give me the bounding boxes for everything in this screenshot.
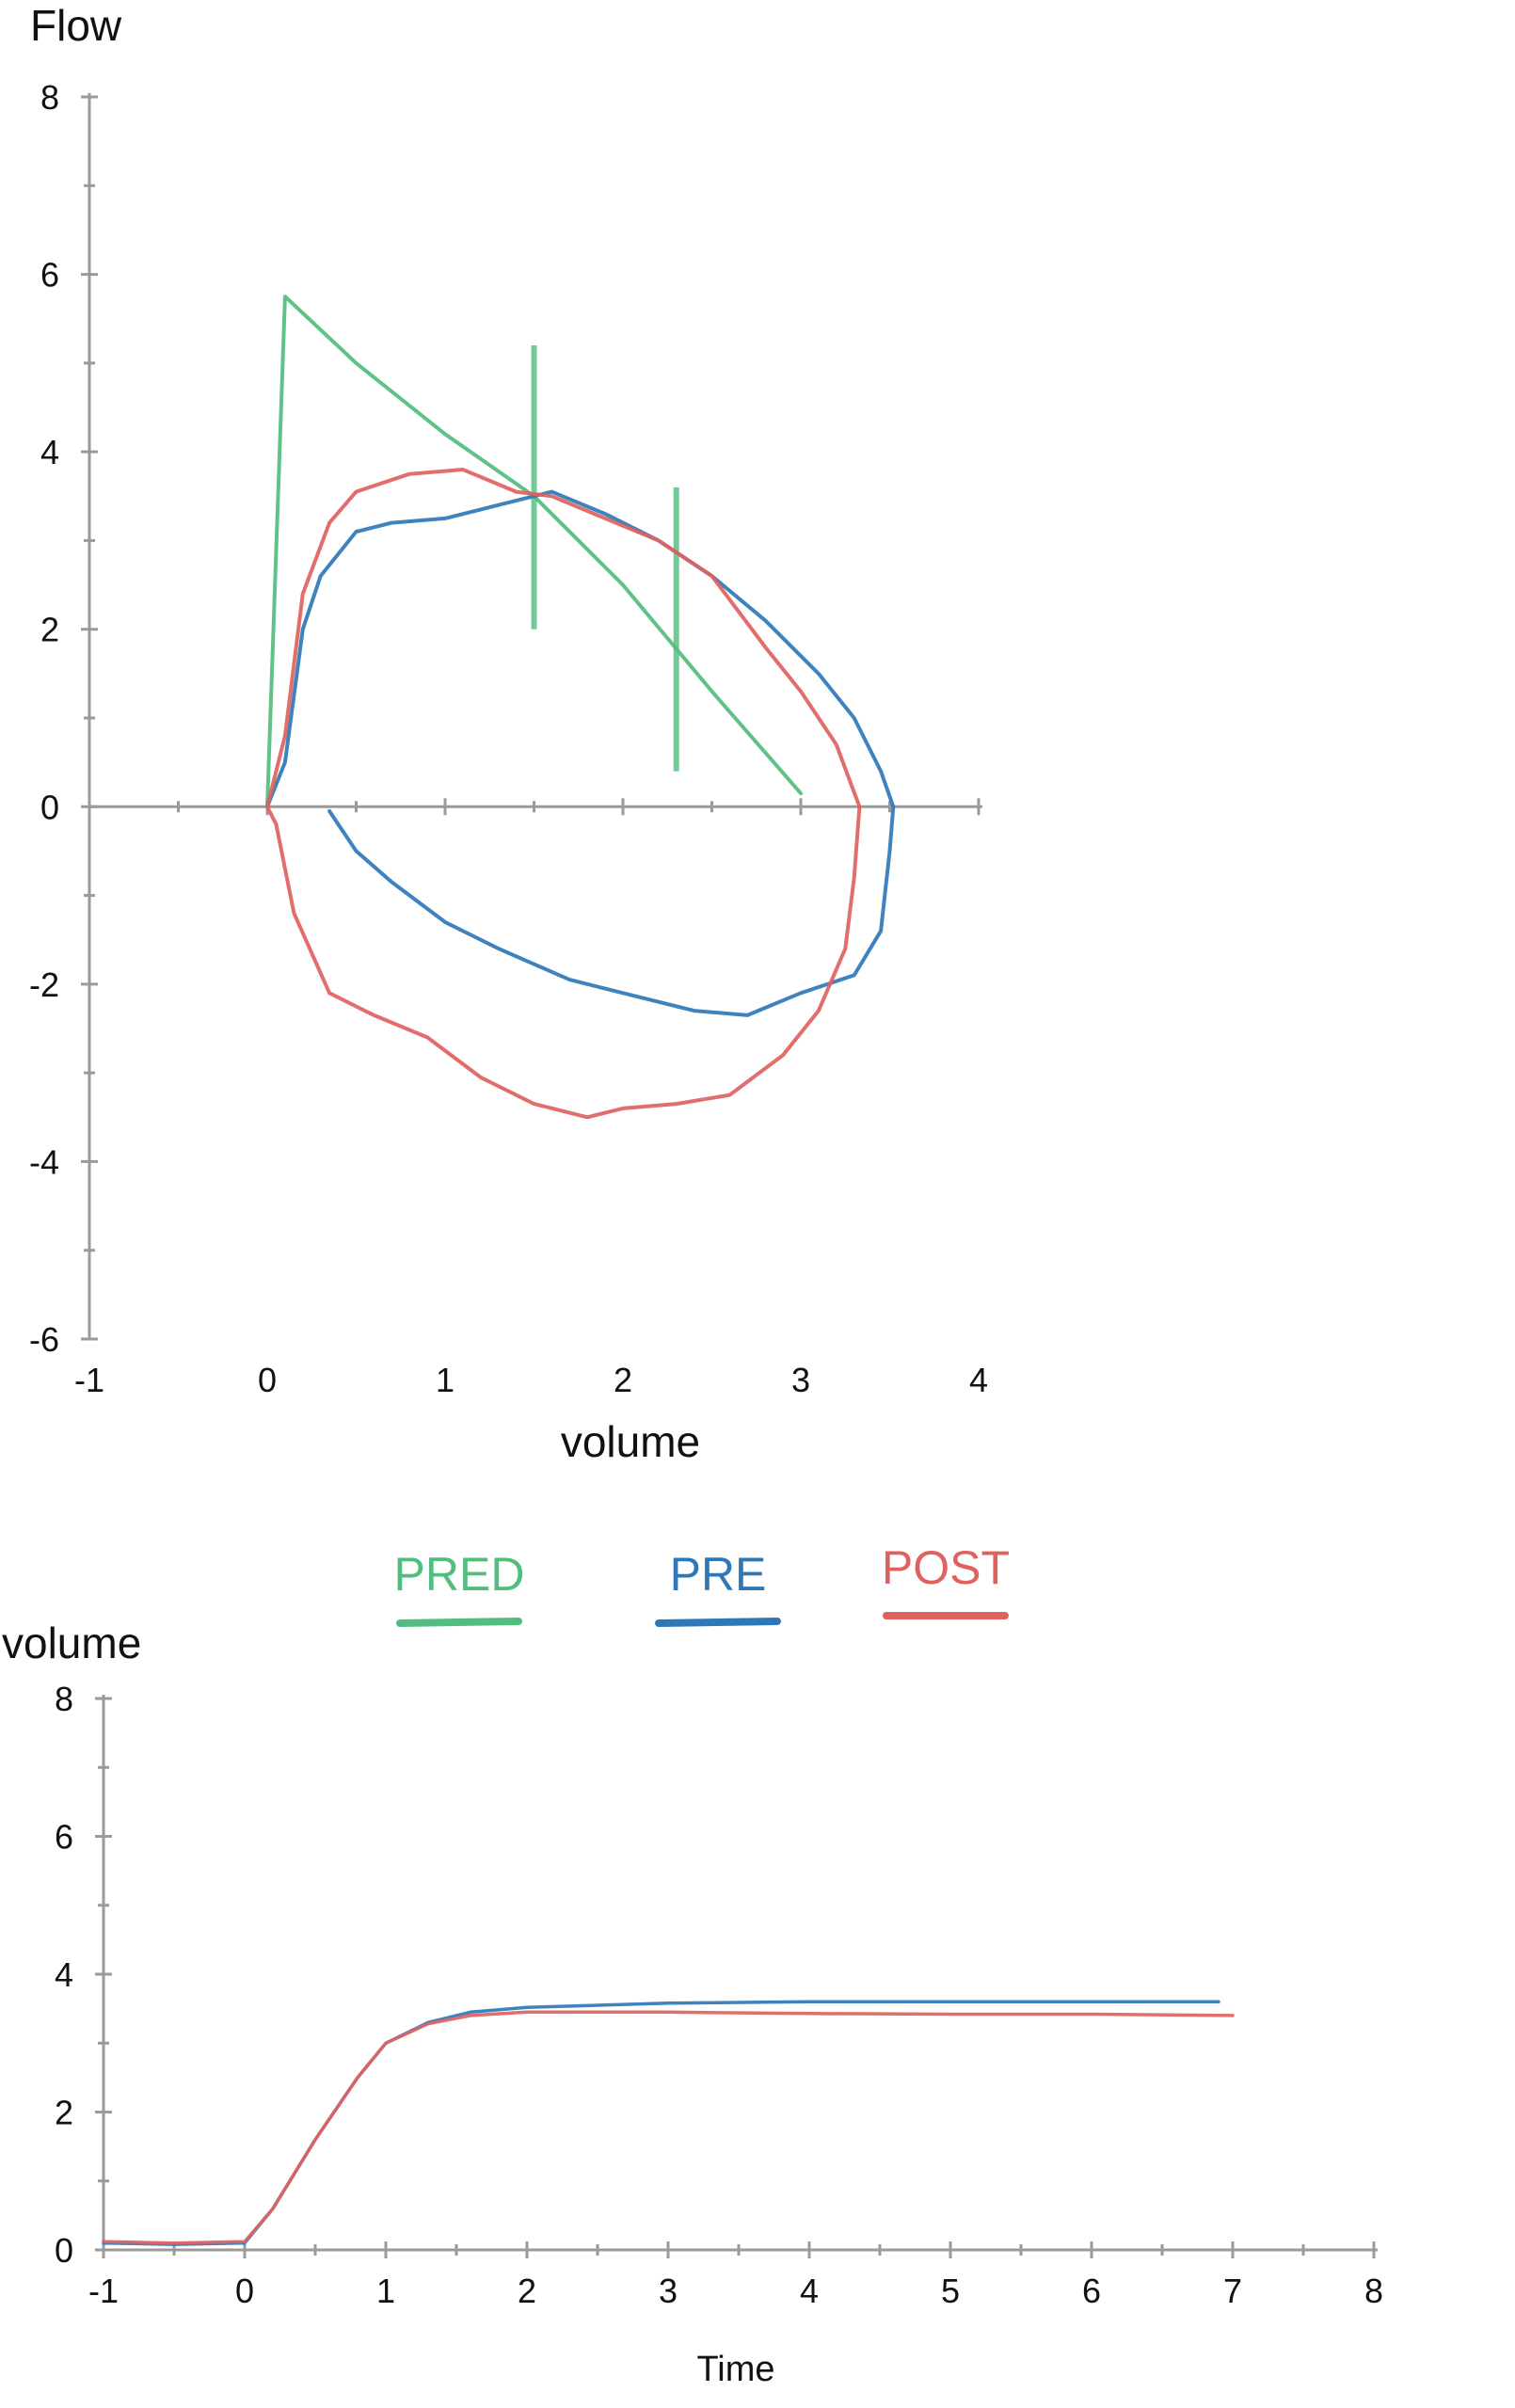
flow-volume-chart: 8 6 4 2 0 -2 -4 -6 -1 0 1 2 3 4 Flow volume	[29, 1, 988, 1466]
y-tick-label: -2	[29, 965, 59, 1004]
x-tick-label: 4	[969, 1361, 988, 1399]
x-tick-label: 2	[614, 1361, 632, 1399]
time-axis-title: Time	[696, 2350, 774, 2389]
x-tick-label: 8	[1364, 2272, 1383, 2310]
flow-axis-title: Flow	[30, 1, 122, 50]
x-tick-label: -1	[88, 2272, 119, 2310]
y-tick-label: 4	[40, 433, 59, 471]
y-tick-label: 0	[55, 2231, 73, 2270]
y-tick-label: 8	[40, 78, 59, 117]
y-tick-label: 6	[55, 1818, 73, 1857]
legend-swatch-pred	[396, 1618, 522, 1627]
y-tick-label: -6	[29, 1320, 59, 1359]
fv-series-pre	[265, 489, 896, 1017]
x-tick-label: 2	[518, 2272, 536, 2310]
x-tick-label: 4	[800, 2272, 819, 2310]
y-tick-label: 0	[40, 788, 59, 826]
y-tick-label: 8	[55, 1680, 73, 1718]
legend-swatch-pre	[655, 1618, 781, 1627]
fv-series-post	[265, 468, 862, 1120]
vt-series-post	[102, 2010, 1235, 2245]
y-tick-label: 2	[40, 611, 59, 649]
fv-series-pred	[265, 295, 803, 809]
volume-time-tick-labels: 8 6 4 2 0 -1 0 1 2 3 4 5 6 7 8	[55, 1680, 1383, 2310]
volume-time-chart: 8 6 4 2 0 -1 0 1 2 3 4 5 6 7 8 volume Time	[2, 1619, 1383, 2389]
flow-volume-axes	[81, 93, 982, 1341]
x-tick-label: 0	[258, 1361, 277, 1399]
legend: PRED PRE POST	[394, 1541, 1010, 1627]
volume-time-series	[102, 2000, 1235, 2246]
y-tick-label: 4	[55, 1955, 73, 1994]
x-tick-label: 5	[941, 2272, 960, 2310]
y-tick-label: 2	[55, 2094, 73, 2132]
x-tick-label: 7	[1223, 2272, 1242, 2310]
volume-time-axes	[95, 1695, 1378, 2258]
x-tick-label: 1	[376, 2272, 395, 2310]
legend-label-post: POST	[882, 1541, 1010, 1594]
volume-time-y-axis-title: volume	[2, 1619, 141, 1667]
x-tick-label: 0	[235, 2272, 254, 2310]
y-tick-label: 6	[40, 256, 59, 295]
volume-axis-title: volume	[561, 1417, 700, 1466]
x-tick-label: 6	[1082, 2272, 1101, 2310]
y-tick-label: -4	[29, 1142, 59, 1181]
x-tick-label: 3	[659, 2272, 678, 2310]
legend-label-pred: PRED	[394, 1548, 525, 1601]
flow-volume-series	[265, 295, 896, 1120]
x-tick-label: 1	[436, 1361, 454, 1399]
flow-volume-tick-labels: 8 6 4 2 0 -2 -4 -6 -1 0 1 2 3 4	[29, 78, 988, 1399]
x-tick-label: -1	[74, 1361, 104, 1399]
legend-label-pre: PRE	[670, 1548, 767, 1601]
x-tick-label: 3	[791, 1361, 810, 1399]
